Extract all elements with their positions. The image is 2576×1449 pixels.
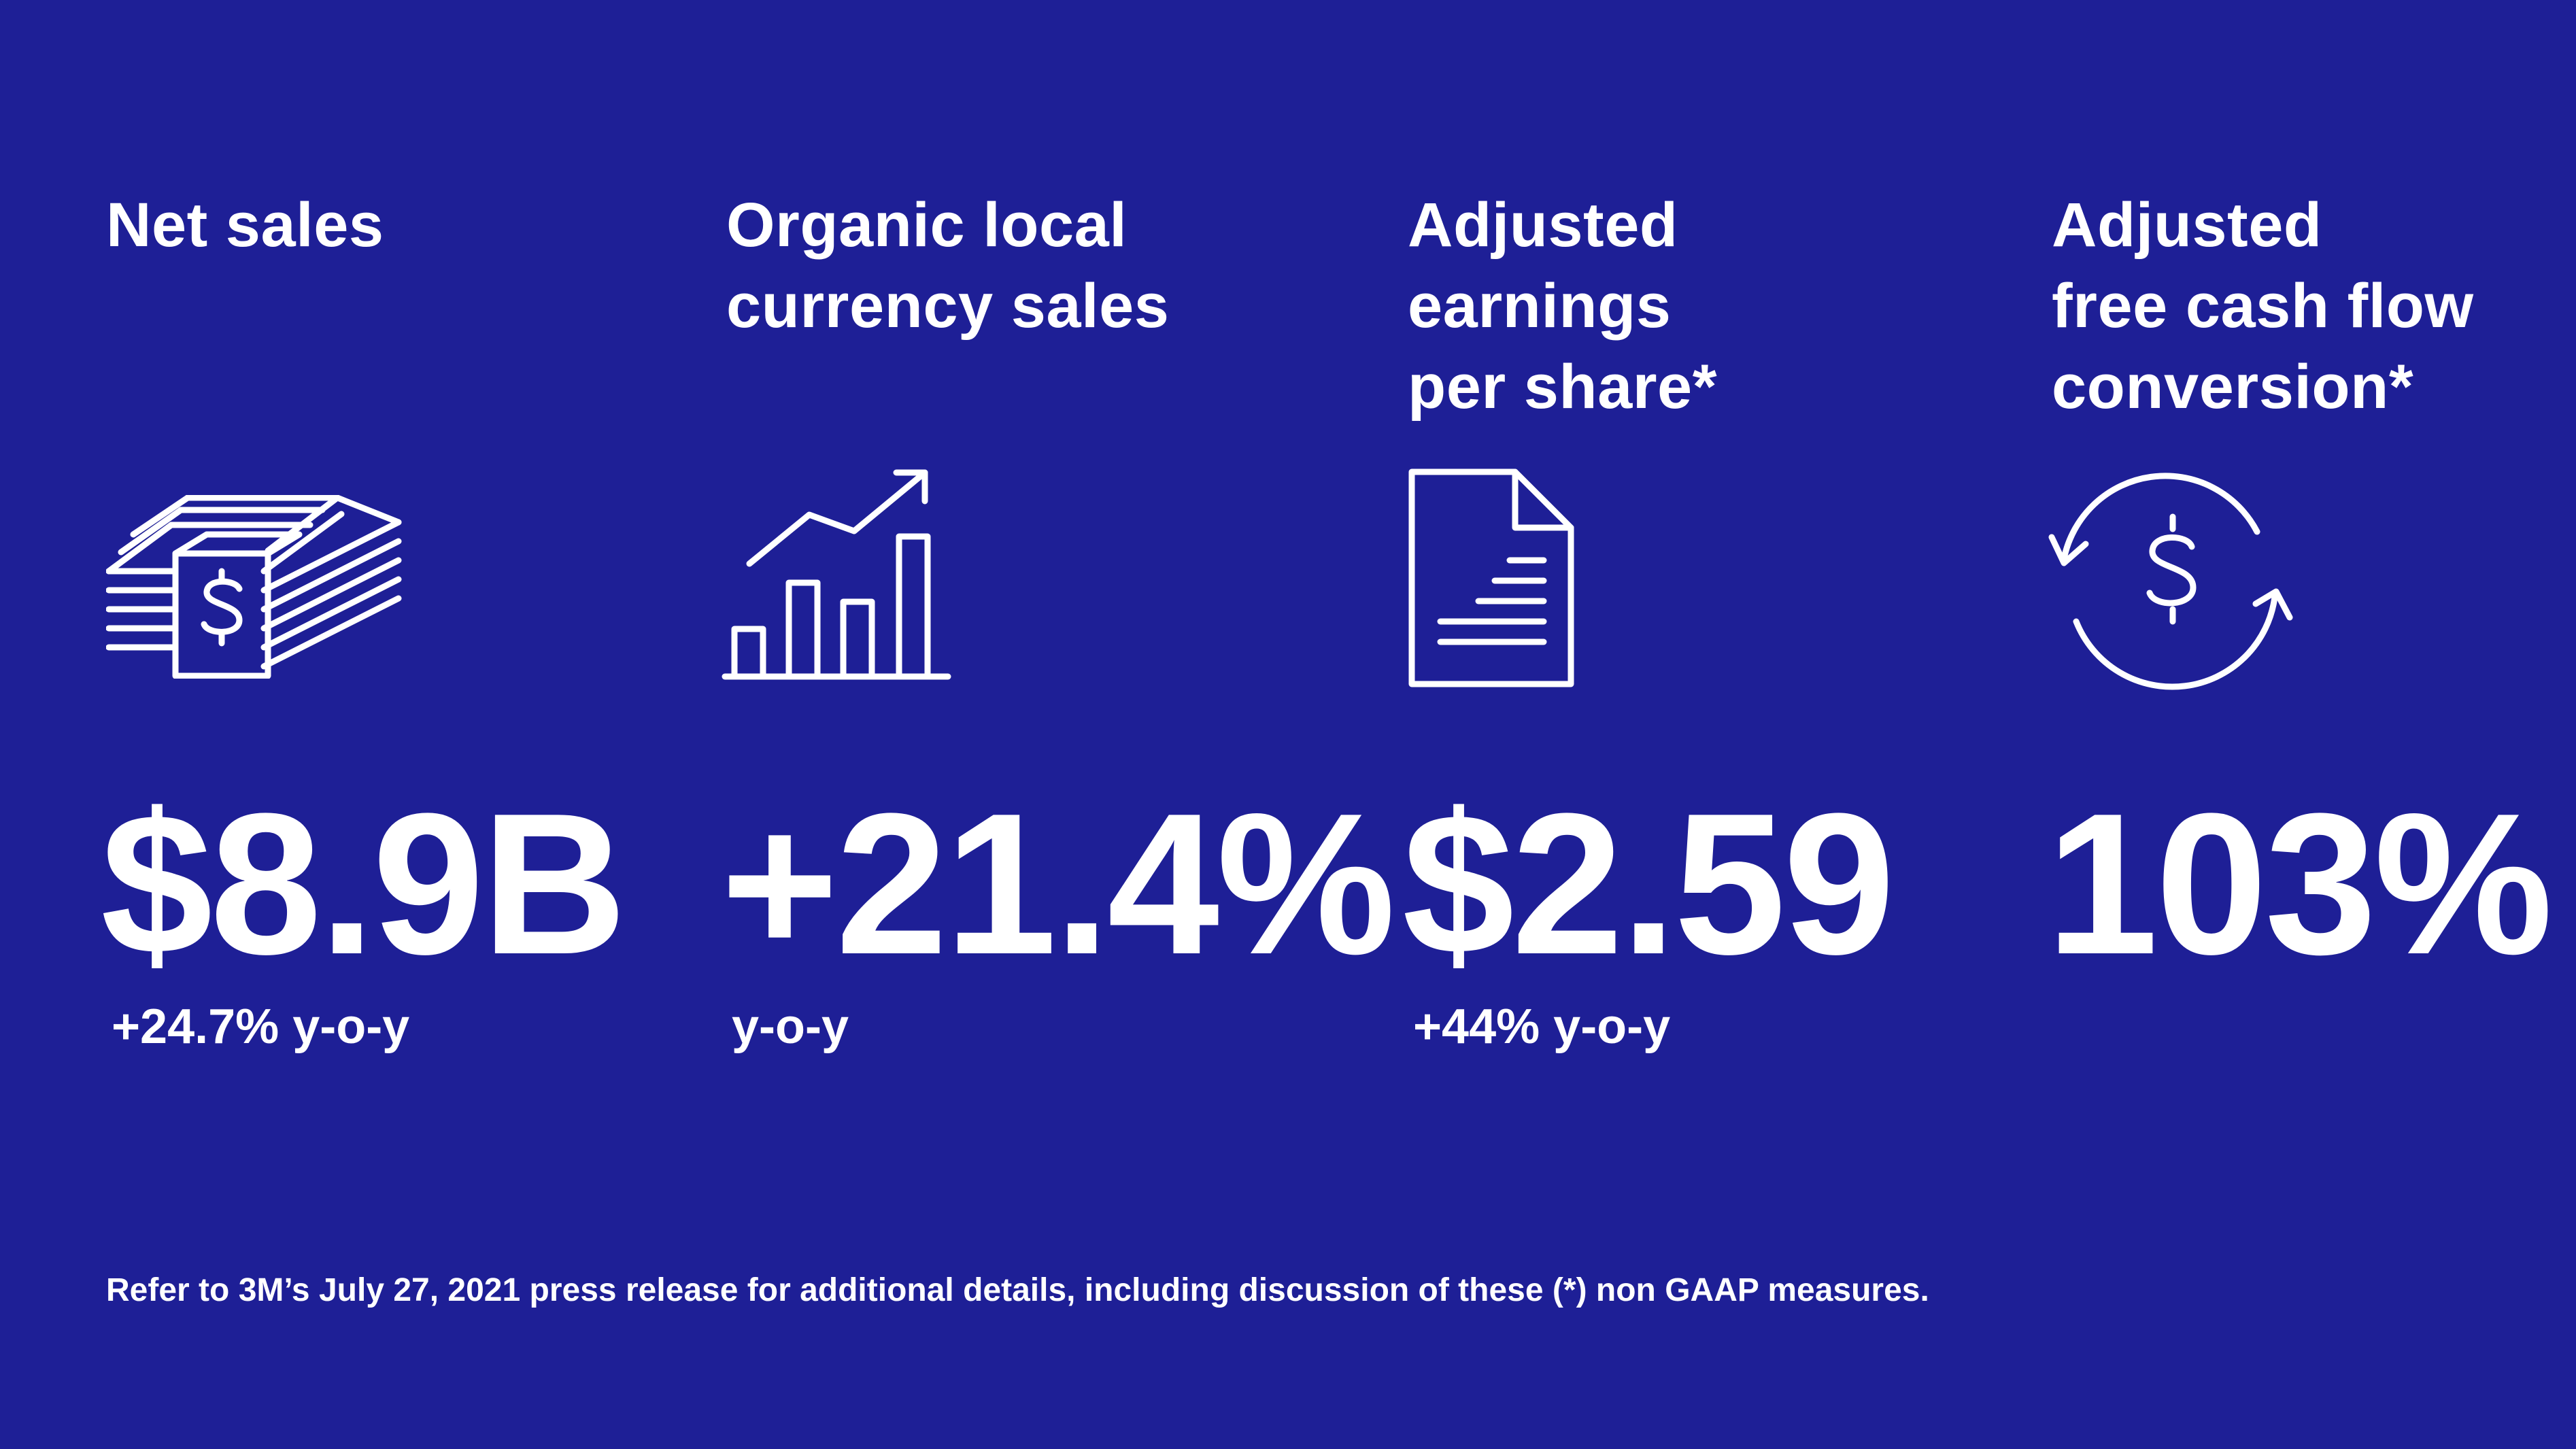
metric-value: $8.9B <box>101 771 627 996</box>
metric-change: y-o-y <box>732 1000 849 1054</box>
metric-value: $2.59 <box>1402 771 1895 996</box>
footnote: Refer to 3M’s July 27, 2021 press releas… <box>106 1272 1929 1308</box>
money-stack-icon <box>106 495 405 726</box>
document-icon <box>1408 468 1578 699</box>
metric-change: +24.7% y-o-y <box>112 1000 410 1054</box>
metric-net-sales: Net sales <box>101 0 698 1156</box>
metric-organic-sales: Organic local currency sales +21.4% y-o-… <box>721 0 1395 1156</box>
metric-heading: Adjusted free cash flow conversion* <box>2052 190 2474 422</box>
metric-value: +21.4% <box>721 771 1395 996</box>
bar-chart-growth-icon <box>721 466 952 697</box>
metric-heading: Organic local currency sales <box>726 190 1170 341</box>
metric-change: +44% y-o-y <box>1413 1000 1671 1054</box>
metric-adjusted-eps: Adjusted earnings per share* $2.59 +44% … <box>1402 0 2020 1156</box>
metric-value: 103% <box>2046 771 2553 996</box>
metric-heading: Net sales <box>106 190 384 260</box>
dollar-cycle-icon <box>2044 464 2302 695</box>
metric-heading: Adjusted earnings per share* <box>1408 190 1718 422</box>
metric-fcf-conversion: Adjusted free cash flow conversion* 103% <box>2046 0 2569 1156</box>
